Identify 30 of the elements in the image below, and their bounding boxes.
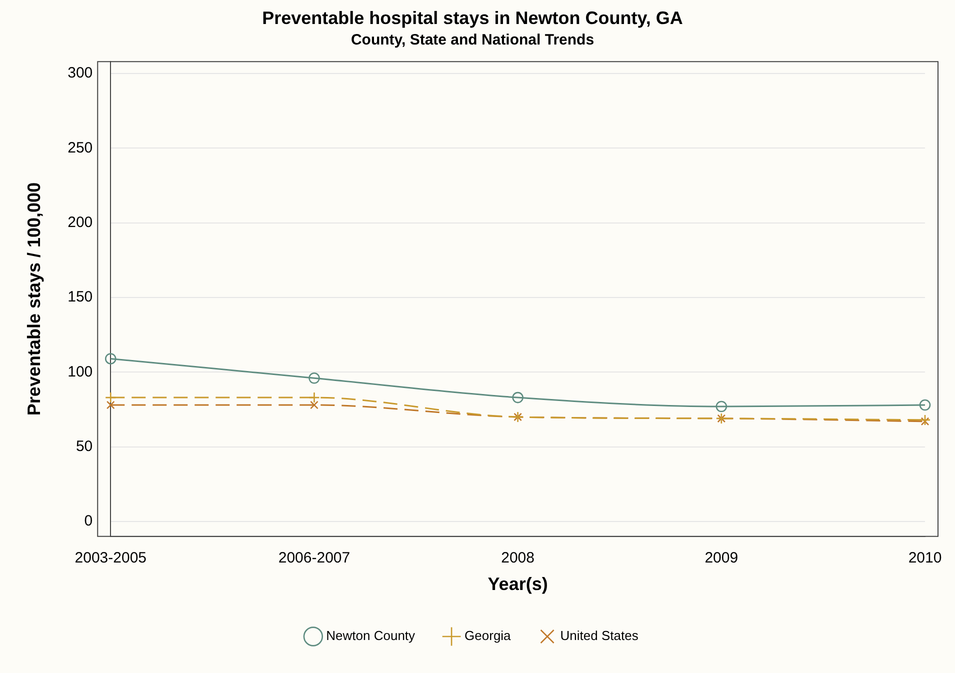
y-tick-label: 250 (68, 139, 93, 156)
x-tick-label: 2006-2007 (278, 550, 350, 567)
y-axis-title: Preventable stays / 100,000 (24, 182, 44, 416)
x-tick-label: 2010 (908, 550, 942, 567)
legend-label: United States (560, 628, 639, 644)
y-tick-label: 300 (68, 64, 93, 82)
chart-title: Preventable hospital stays in Newton County, GA (262, 8, 683, 28)
y-tick-label: 0 (84, 512, 93, 530)
point (106, 400, 115, 410)
point (920, 417, 930, 426)
x-tick-label: 2008 (501, 550, 534, 567)
x-tick-label: 2003-2005 (74, 550, 146, 567)
point (512, 392, 524, 404)
y-tick-label: 150 (68, 288, 93, 306)
point (308, 392, 320, 404)
point (104, 353, 116, 364)
point (310, 400, 318, 410)
point (308, 372, 320, 384)
point (104, 392, 116, 404)
legend-label: Newton County (326, 628, 416, 644)
legend-label: Georgia (464, 628, 512, 644)
y-tick-label: 100 (68, 363, 93, 380)
chart-subtitle: County, State and National Trends (350, 32, 594, 49)
point (919, 399, 931, 411)
point (919, 414, 931, 426)
y-tick-label: 200 (68, 214, 93, 231)
y-tick-label: 50 (76, 438, 93, 455)
x-tick-label: 2009 (704, 550, 738, 567)
point (716, 400, 728, 412)
x-axis-title: Year(s) (488, 574, 548, 594)
